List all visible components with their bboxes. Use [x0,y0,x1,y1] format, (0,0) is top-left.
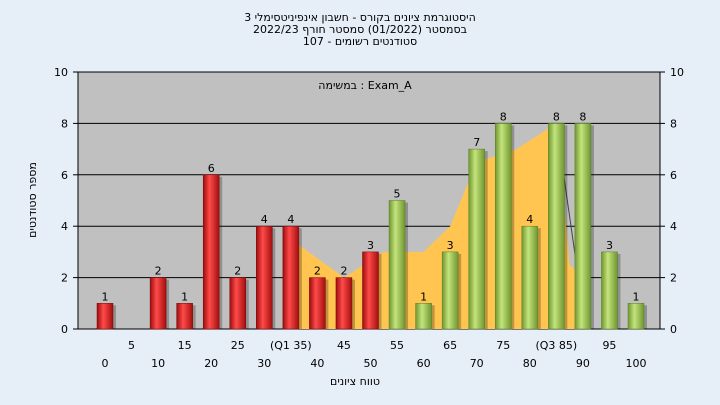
y-tick-right-2: 2 [670,272,677,285]
data-label-95: 3 [606,239,613,252]
x-tick-upper-75: 75 [496,339,510,352]
y-tick-right-6: 6 [670,169,677,182]
bar-75 [495,123,512,330]
y-ticks: 0 0 2 2 4 4 6 6 8 8 10 10 [54,66,684,336]
x-tick-lower-90: 90 [576,357,590,370]
x-tick-lower-100: 100 [626,357,647,370]
y-tick-left-0: 0 [61,323,68,336]
data-label-80: 4 [526,213,533,226]
bar-60 [415,303,432,330]
data-label-70: 7 [473,136,480,149]
data-label-65: 3 [447,239,454,252]
x-tick-upper-65: 65 [443,339,457,352]
x-tick-upper-25: 25 [231,339,245,352]
data-label-40: 2 [314,265,321,278]
x-tick-upper-45: 45 [337,339,351,352]
data-label-15: 1 [181,290,188,303]
y-tick-right-4: 4 [670,220,677,233]
y-tick-left-10: 10 [54,66,68,79]
bar-25 [229,277,246,330]
bar-20 [202,174,220,330]
x-tick-lower-70: 70 [470,357,484,370]
data-label-35: 4 [287,213,294,226]
x-tick-lower-40: 40 [310,357,324,370]
data-label-85: 8 [553,110,560,123]
chart-title-line-2: בסמסטר (01/2022) סמסטר חורף 2022/23 [253,23,467,36]
x-ticks: 5 15 25 (Q1 35) 45 55 65 75 (Q3 85) 95 0 10 20 30 40 50… [102,339,647,370]
bar-45 [335,277,353,330]
y-tick-right-0: 0 [670,323,677,336]
data-label-60: 1 [420,290,427,303]
x-tick-lower-10: 10 [151,357,165,370]
bar-65 [441,251,459,330]
x-tick-lower-50: 50 [364,357,378,370]
bar-0 [96,303,114,330]
x-tick-upper-15: 15 [178,339,192,352]
x-tick-lower-60: 60 [417,357,431,370]
bar-90 [574,123,592,330]
data-label-0: 1 [102,290,109,303]
bar-80 [521,225,539,330]
data-label-45: 2 [340,265,347,278]
bar-85 [548,123,565,330]
y-tick-right-10: 10 [670,66,684,79]
chart-title-line-1: היסטוגרמת ציונים בקורס - חשבון אינפיניטס… [244,11,476,24]
data-label-100: 1 [633,290,640,303]
x-tick-lower-30: 30 [257,357,271,370]
y-axis-title: מספר סטודנטים [26,162,39,238]
y-tick-left-8: 8 [61,117,68,130]
data-label-30: 4 [261,213,268,226]
x-tick-upper-95: 95 [602,339,616,352]
data-label-75: 8 [500,110,507,123]
bar-70 [468,148,485,330]
x-tick-upper-85: (Q3 85) [535,339,577,352]
bar-30 [256,225,273,330]
y-tick-right-8: 8 [670,117,677,130]
data-label-55: 5 [394,188,401,201]
x-axis-title: טווח ציונים [330,375,380,388]
bar-35 [282,225,300,330]
x-tick-upper-55: 55 [390,339,404,352]
x-tick-upper-35: (Q1 35) [270,339,312,352]
bar-100 [627,303,645,330]
bar-10 [149,277,167,330]
data-label-10: 2 [155,265,162,278]
data-label-20: 6 [208,162,215,175]
data-label-25: 2 [234,265,241,278]
chart-title-line-3: סטודנטים רשומים - 107 [303,35,417,48]
data-label-90: 8 [579,110,586,123]
y-tick-left-4: 4 [61,220,68,233]
bar-15 [176,303,193,330]
x-tick-lower-80: 80 [523,357,537,370]
data-labels: 1 2 1 6 2 4 4 2 2 3 5 1 3 7 8 4 8 8 3 1 [102,110,640,303]
bar-50 [362,251,379,330]
x-tick-upper-5: 5 [128,339,135,352]
plot-annotation: במשימה : Exam_A [318,79,412,92]
bar-40 [309,277,326,330]
data-label-50: 3 [367,239,374,252]
bar-95 [601,251,618,330]
x-tick-lower-20: 20 [204,357,218,370]
x-tick-lower-0: 0 [102,357,109,370]
y-tick-left-2: 2 [61,272,68,285]
y-tick-left-6: 6 [61,169,68,182]
bar-55 [388,200,406,330]
bars [96,123,647,330]
